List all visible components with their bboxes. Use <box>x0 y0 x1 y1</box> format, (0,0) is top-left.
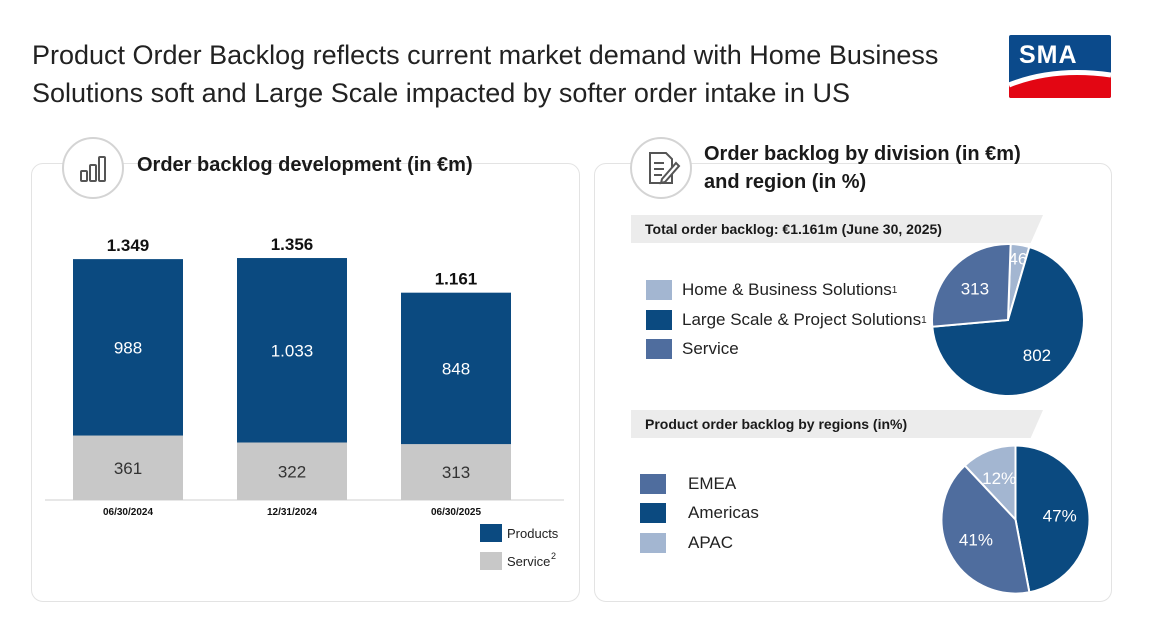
backlog-bar-chart: 988 361 1.349 06/30/2024 1.033 322 1.356 12/31/… <box>45 235 564 570</box>
legend-emea: EMEA <box>640 474 736 494</box>
legend-products-label: Products <box>507 526 559 541</box>
legend-service-swatch <box>480 552 502 570</box>
bar-products-label: 848 <box>442 359 470 378</box>
legend-label: Service <box>682 339 739 358</box>
legend-service-footnote: 2 <box>551 551 556 561</box>
regions-band: Product order backlog by regions (in%) <box>631 410 1043 438</box>
total-backlog-band: Total order backlog: €1.161m (June 30, 2… <box>631 215 1043 243</box>
bar-products <box>73 259 183 436</box>
legend-apac: APAC <box>640 533 733 553</box>
bar-service <box>401 444 511 500</box>
legend-label: EMEA <box>688 474 737 493</box>
pie-slice <box>931 245 1085 397</box>
pie-slice <box>963 444 1017 523</box>
legend-swatch <box>646 339 672 359</box>
legend-swatch <box>640 474 666 494</box>
logo-swoosh <box>1009 70 1111 98</box>
x-tick-label: 06/30/2024 <box>103 507 153 518</box>
pie-slice <box>940 464 1031 595</box>
legend-footnote: 1 <box>891 284 898 296</box>
legend-swatch <box>646 280 672 300</box>
page-title: Product Order Backlog reflects current m… <box>32 40 939 108</box>
legend-service: Service <box>646 339 739 359</box>
document-edit-icon <box>630 137 692 199</box>
legend-swatch <box>640 503 666 523</box>
pie-slice-label: 41% <box>959 531 993 550</box>
regions-pie-chart: 47% 41% 12% <box>940 444 1091 595</box>
legend-home-business: Home & Business Solutions 1 <box>646 280 897 300</box>
bar-chart-icon <box>62 137 124 199</box>
right-panel-title-line2: and region (in %) <box>704 171 867 193</box>
sma-logo: SMA <box>1009 35 1111 98</box>
legend-label: Americas <box>688 503 759 522</box>
bar-service-label: 313 <box>442 463 470 482</box>
right-panel-title-line1: Order backlog by division (in €m) <box>704 143 1021 165</box>
bar-products-label: 988 <box>114 338 142 357</box>
left-panel-title: Order backlog development (in €m) <box>137 154 473 176</box>
bar-service-label: 361 <box>114 459 142 478</box>
bar-total-label: 1.161 <box>435 270 478 289</box>
bar-products-label: 1.033 <box>271 341 314 360</box>
division-pie-chart: 46 802 313 <box>931 243 1085 397</box>
bar-total-label: 1.349 <box>107 236 150 255</box>
pie-slice-label: 46 <box>1008 249 1027 268</box>
legend-label: Large Scale & Project Solutions <box>682 310 922 329</box>
bar-products <box>401 292 511 445</box>
pie-slice-label: 12% <box>982 469 1016 488</box>
x-tick-label: 06/30/2025 <box>431 507 481 518</box>
legend-swatch <box>640 533 666 553</box>
legend-americas: Americas <box>640 503 759 523</box>
pie-slice-label: 802 <box>1023 346 1051 365</box>
bar-total-label: 1.356 <box>271 235 314 254</box>
legend-label: Home & Business Solutions <box>682 280 892 299</box>
legend-footnote: 1 <box>921 314 927 326</box>
right-panel-title: Order backlog by division (in €m) and re… <box>704 140 1021 196</box>
pie-slice <box>1014 444 1091 594</box>
pie-slice <box>931 243 1012 328</box>
legend-swatch <box>646 310 672 330</box>
pie-slice-label: 47% <box>1043 506 1077 525</box>
legend-service-label: Service <box>507 554 550 569</box>
bar-service-label: 322 <box>278 462 306 481</box>
bar-service <box>73 435 183 500</box>
bar-products <box>237 258 347 443</box>
legend-label: APAC <box>688 533 734 552</box>
x-tick-label: 12/31/2024 <box>267 507 317 518</box>
legend-large-scale: Large Scale & Project Solutions 1 <box>646 310 927 330</box>
bar-service <box>237 442 347 500</box>
pie-slice-label: 313 <box>961 280 989 299</box>
legend-products-swatch <box>480 524 502 542</box>
logo-text: SMA <box>1019 41 1078 69</box>
